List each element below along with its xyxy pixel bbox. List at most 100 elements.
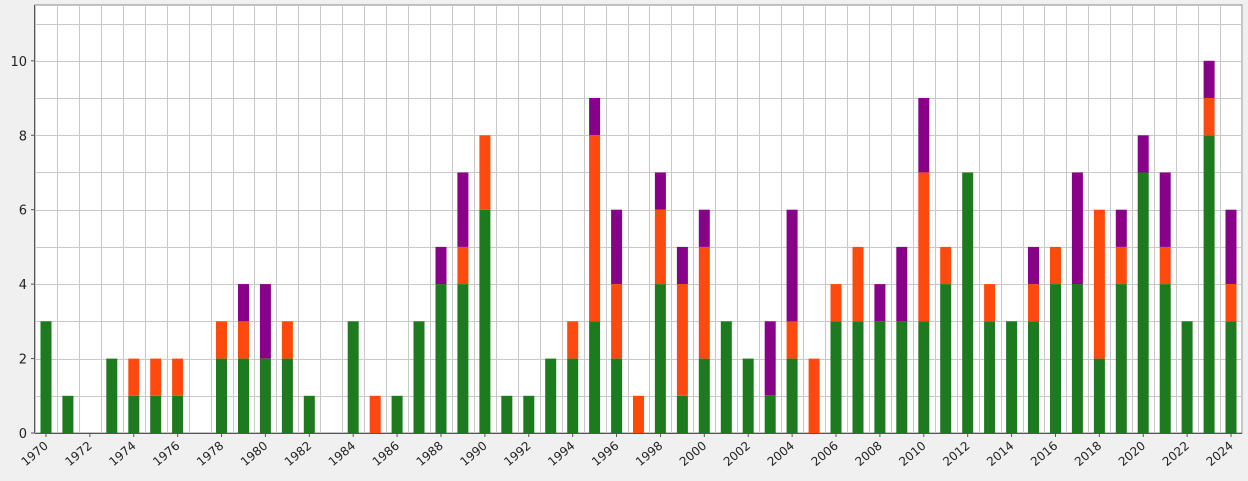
bar-segment-2022-s0 bbox=[1181, 321, 1193, 433]
x-tick-label: 1996 bbox=[589, 439, 621, 469]
bar-segment-2021-s1 bbox=[1159, 246, 1171, 285]
x-tick-label: 2016 bbox=[1028, 439, 1060, 469]
bar-segment-1998-s2 bbox=[654, 172, 666, 210]
bar-segment-1985-s1 bbox=[369, 395, 381, 433]
bar-segment-1974-s1 bbox=[128, 358, 140, 396]
bar-segment-2011-s0 bbox=[940, 284, 952, 433]
bar-segment-1979-s2 bbox=[238, 284, 249, 322]
bar-segment-1979-s1 bbox=[238, 321, 249, 359]
y-tick-label: 2 bbox=[19, 353, 27, 368]
y-tick-label: 6 bbox=[19, 204, 27, 219]
x-tick-label: 2018 bbox=[1072, 439, 1104, 469]
bar-segment-2021-s0 bbox=[1159, 284, 1171, 433]
bar-segment-1975-s0 bbox=[150, 395, 162, 433]
bar-segment-1991-s0 bbox=[501, 395, 513, 433]
x-tick-label: 2002 bbox=[721, 439, 753, 469]
bar-segment-2000-s0 bbox=[698, 358, 710, 433]
bar-segment-2024-s2 bbox=[1225, 209, 1237, 285]
bar-segment-1996-s0 bbox=[611, 358, 623, 433]
plot-area bbox=[34, 4, 1243, 434]
bar-segment-1981-s1 bbox=[281, 321, 293, 359]
bar-segment-2007-s0 bbox=[852, 321, 864, 433]
x-tick-label: 1990 bbox=[457, 439, 489, 469]
x-tick-label: 2012 bbox=[940, 439, 972, 469]
bar-segment-1999-s0 bbox=[676, 395, 688, 433]
bar-segment-1989-s2 bbox=[457, 172, 469, 247]
bar-segment-1994-s1 bbox=[567, 321, 579, 359]
bar-segment-2020-s2 bbox=[1137, 135, 1149, 173]
bar-segment-2008-s2 bbox=[874, 284, 886, 322]
x-tick-label: 1992 bbox=[501, 439, 533, 469]
bar-segment-1988-s0 bbox=[435, 284, 447, 433]
bar-segment-1981-s0 bbox=[281, 358, 293, 433]
bar-segment-2010-s0 bbox=[918, 321, 930, 433]
bar-segment-2024-s0 bbox=[1225, 321, 1237, 433]
bar-segment-2018-s1 bbox=[1093, 209, 1105, 359]
x-tick-label: 2008 bbox=[852, 439, 884, 469]
x-tick-label: 2010 bbox=[896, 439, 928, 469]
bar-segment-1989-s0 bbox=[457, 284, 469, 433]
bar-segment-2017-s0 bbox=[1071, 284, 1083, 433]
bar-segment-1995-s2 bbox=[589, 98, 601, 136]
bar-segment-1999-s2 bbox=[676, 246, 688, 285]
bar-segment-1989-s1 bbox=[457, 246, 469, 285]
bar-segment-2014-s0 bbox=[1006, 321, 1018, 433]
bar-segment-2005-s1 bbox=[808, 358, 820, 433]
bar-segment-1996-s2 bbox=[611, 209, 623, 285]
bar-segment-2003-s2 bbox=[764, 321, 776, 396]
bar-segment-2013-s0 bbox=[984, 321, 996, 433]
bar-segment-1994-s0 bbox=[567, 358, 579, 433]
bar-segment-2024-s1 bbox=[1225, 284, 1237, 322]
bar-segment-1976-s1 bbox=[172, 358, 184, 396]
bar-segment-2007-s1 bbox=[852, 246, 864, 322]
bar-segment-2012-s0 bbox=[962, 172, 974, 433]
bar-segment-1999-s1 bbox=[676, 284, 688, 396]
bar-segment-1973-s0 bbox=[106, 358, 118, 433]
x-tick-label: 2020 bbox=[1116, 439, 1148, 469]
bar-segment-2004-s0 bbox=[786, 358, 798, 433]
bar-segment-1974-s0 bbox=[128, 395, 140, 433]
x-tick-label: 1998 bbox=[633, 439, 665, 469]
bar-segment-1993-s0 bbox=[545, 358, 557, 433]
bar-segment-2004-s1 bbox=[786, 321, 798, 359]
bar-segment-1979-s0 bbox=[238, 358, 249, 433]
x-tick-label: 2014 bbox=[984, 439, 1016, 469]
bar-segment-2006-s1 bbox=[830, 284, 842, 322]
bar-segment-1992-s0 bbox=[523, 395, 535, 433]
bar-segment-1990-s1 bbox=[479, 135, 491, 210]
x-tick-label: 2000 bbox=[677, 439, 709, 469]
x-tick-label: 2022 bbox=[1160, 439, 1192, 469]
bar-segment-1971-s0 bbox=[62, 395, 74, 433]
bar-segment-2000-s1 bbox=[698, 246, 710, 359]
bar-segment-2002-s0 bbox=[742, 358, 754, 433]
bar-segment-2015-s0 bbox=[1028, 321, 1039, 433]
x-tick-label: 1974 bbox=[106, 439, 138, 469]
x-tick-label: 1988 bbox=[414, 439, 446, 469]
bar-segment-2019-s1 bbox=[1115, 246, 1127, 285]
y-tick-label: 4 bbox=[19, 278, 27, 293]
bar-segment-1997-s1 bbox=[633, 395, 644, 433]
x-tick-label: 1982 bbox=[282, 439, 314, 469]
bar-segment-1987-s0 bbox=[413, 321, 425, 433]
bar-segment-2011-s1 bbox=[940, 246, 952, 285]
bar-segment-2009-s2 bbox=[896, 246, 908, 322]
bar-segment-1988-s2 bbox=[435, 246, 447, 285]
x-tick-label: 1980 bbox=[238, 439, 270, 469]
x-tick-label: 1984 bbox=[326, 439, 358, 469]
bar-segment-1998-s1 bbox=[654, 209, 666, 285]
y-tick-label: 0 bbox=[19, 427, 27, 442]
bar-segment-2004-s2 bbox=[786, 209, 798, 322]
bar-segment-2016-s1 bbox=[1050, 246, 1061, 285]
x-tick-label: 2024 bbox=[1204, 439, 1236, 469]
bar-segment-2010-s1 bbox=[918, 172, 930, 322]
bar-segment-2018-s0 bbox=[1093, 358, 1105, 433]
bar-segment-2023-s0 bbox=[1203, 135, 1215, 434]
bar-segment-2000-s2 bbox=[698, 209, 710, 247]
bar-segment-1975-s1 bbox=[150, 358, 162, 396]
bar-segment-1982-s0 bbox=[303, 395, 315, 433]
bar-segment-2021-s2 bbox=[1159, 172, 1171, 247]
bar-segment-1978-s0 bbox=[216, 358, 227, 433]
x-tick-label: 1972 bbox=[62, 439, 94, 469]
y-tick-label: 10 bbox=[10, 55, 27, 70]
